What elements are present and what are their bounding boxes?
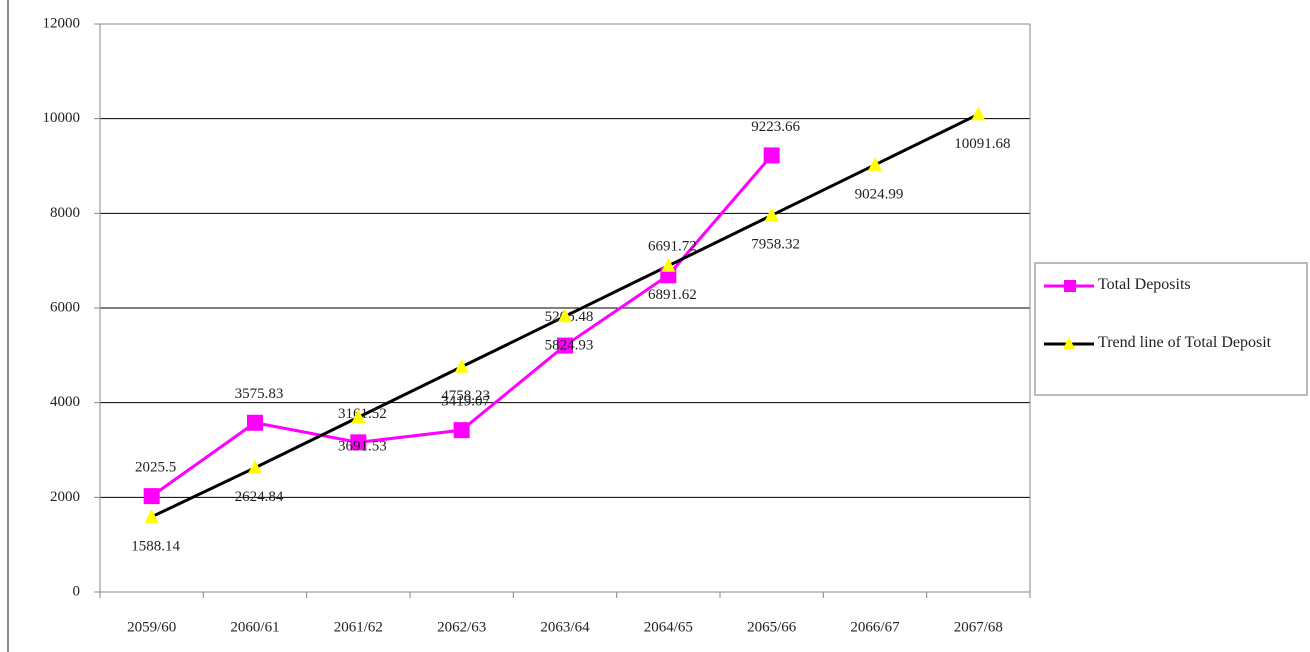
marker (971, 106, 986, 121)
data-label: 7958.32 (751, 237, 800, 253)
data-label: 3419.07 (441, 394, 490, 410)
x-tick-label: 2060/61 (230, 619, 279, 635)
x-tick-label: 2066/67 (850, 619, 900, 635)
x-tick-label: 2064/65 (644, 619, 693, 635)
legend-marker (1064, 280, 1076, 292)
x-tick-label: 2065/66 (747, 619, 797, 635)
y-tick-label: 10000 (43, 110, 81, 126)
marker (143, 488, 160, 505)
marker (247, 414, 263, 431)
marker (558, 308, 572, 323)
x-tick-label: 2062/63 (437, 619, 486, 635)
data-label: 6891.62 (648, 287, 697, 303)
data-label: 5824.93 (545, 338, 594, 354)
y-tick-label: 12000 (43, 15, 81, 31)
marker (763, 147, 780, 164)
legend: Total Deposits Trend line of Total Deposi… (1034, 262, 1308, 396)
y-tick-label: 2000 (50, 489, 80, 505)
legend-label: Trend line of Total Deposit (1098, 334, 1272, 351)
legend-swatch (1044, 280, 1094, 292)
data-label: 4758.23 (441, 388, 490, 404)
marker (764, 207, 779, 222)
y-tick-label: 0 (73, 583, 81, 599)
marker (144, 508, 159, 523)
marker (350, 434, 367, 451)
data-label: 2025.5 (135, 460, 176, 476)
data-label: 3575.83 (235, 386, 284, 402)
data-label: 6691.72 (648, 239, 697, 255)
data-label: 9024.99 (855, 186, 904, 202)
legend-swatch (1044, 337, 1094, 349)
y-tick-label: 8000 (50, 205, 80, 221)
data-label: 9223.66 (751, 119, 800, 135)
marker (868, 156, 882, 171)
marker (248, 459, 262, 474)
series-line (150, 154, 773, 498)
data-label: 1588.14 (131, 538, 180, 554)
data-label: 10091.68 (954, 136, 1010, 152)
marker (454, 358, 469, 373)
marker (453, 422, 470, 439)
marker (557, 337, 573, 354)
y-tick-label: 6000 (50, 299, 80, 315)
y-tick-label: 4000 (50, 394, 80, 410)
x-tick-label: 2063/64 (540, 619, 590, 635)
legend-item: Trend line of Total Deposit (1044, 334, 1288, 354)
data-label: 3691.53 (338, 439, 387, 455)
data-label: 2624.84 (235, 489, 284, 505)
data-label: 3161.52 (338, 406, 387, 422)
legend-label: Total Deposits (1098, 276, 1191, 293)
x-tick-label: 2061/62 (334, 619, 383, 635)
x-tick-label: 2059/60 (127, 619, 176, 635)
x-tick-label: 2067/68 (954, 619, 1003, 635)
marker (351, 409, 366, 424)
legend-item: Total Deposits (1044, 276, 1288, 296)
legend-marker (1063, 337, 1075, 349)
marker (661, 257, 676, 272)
